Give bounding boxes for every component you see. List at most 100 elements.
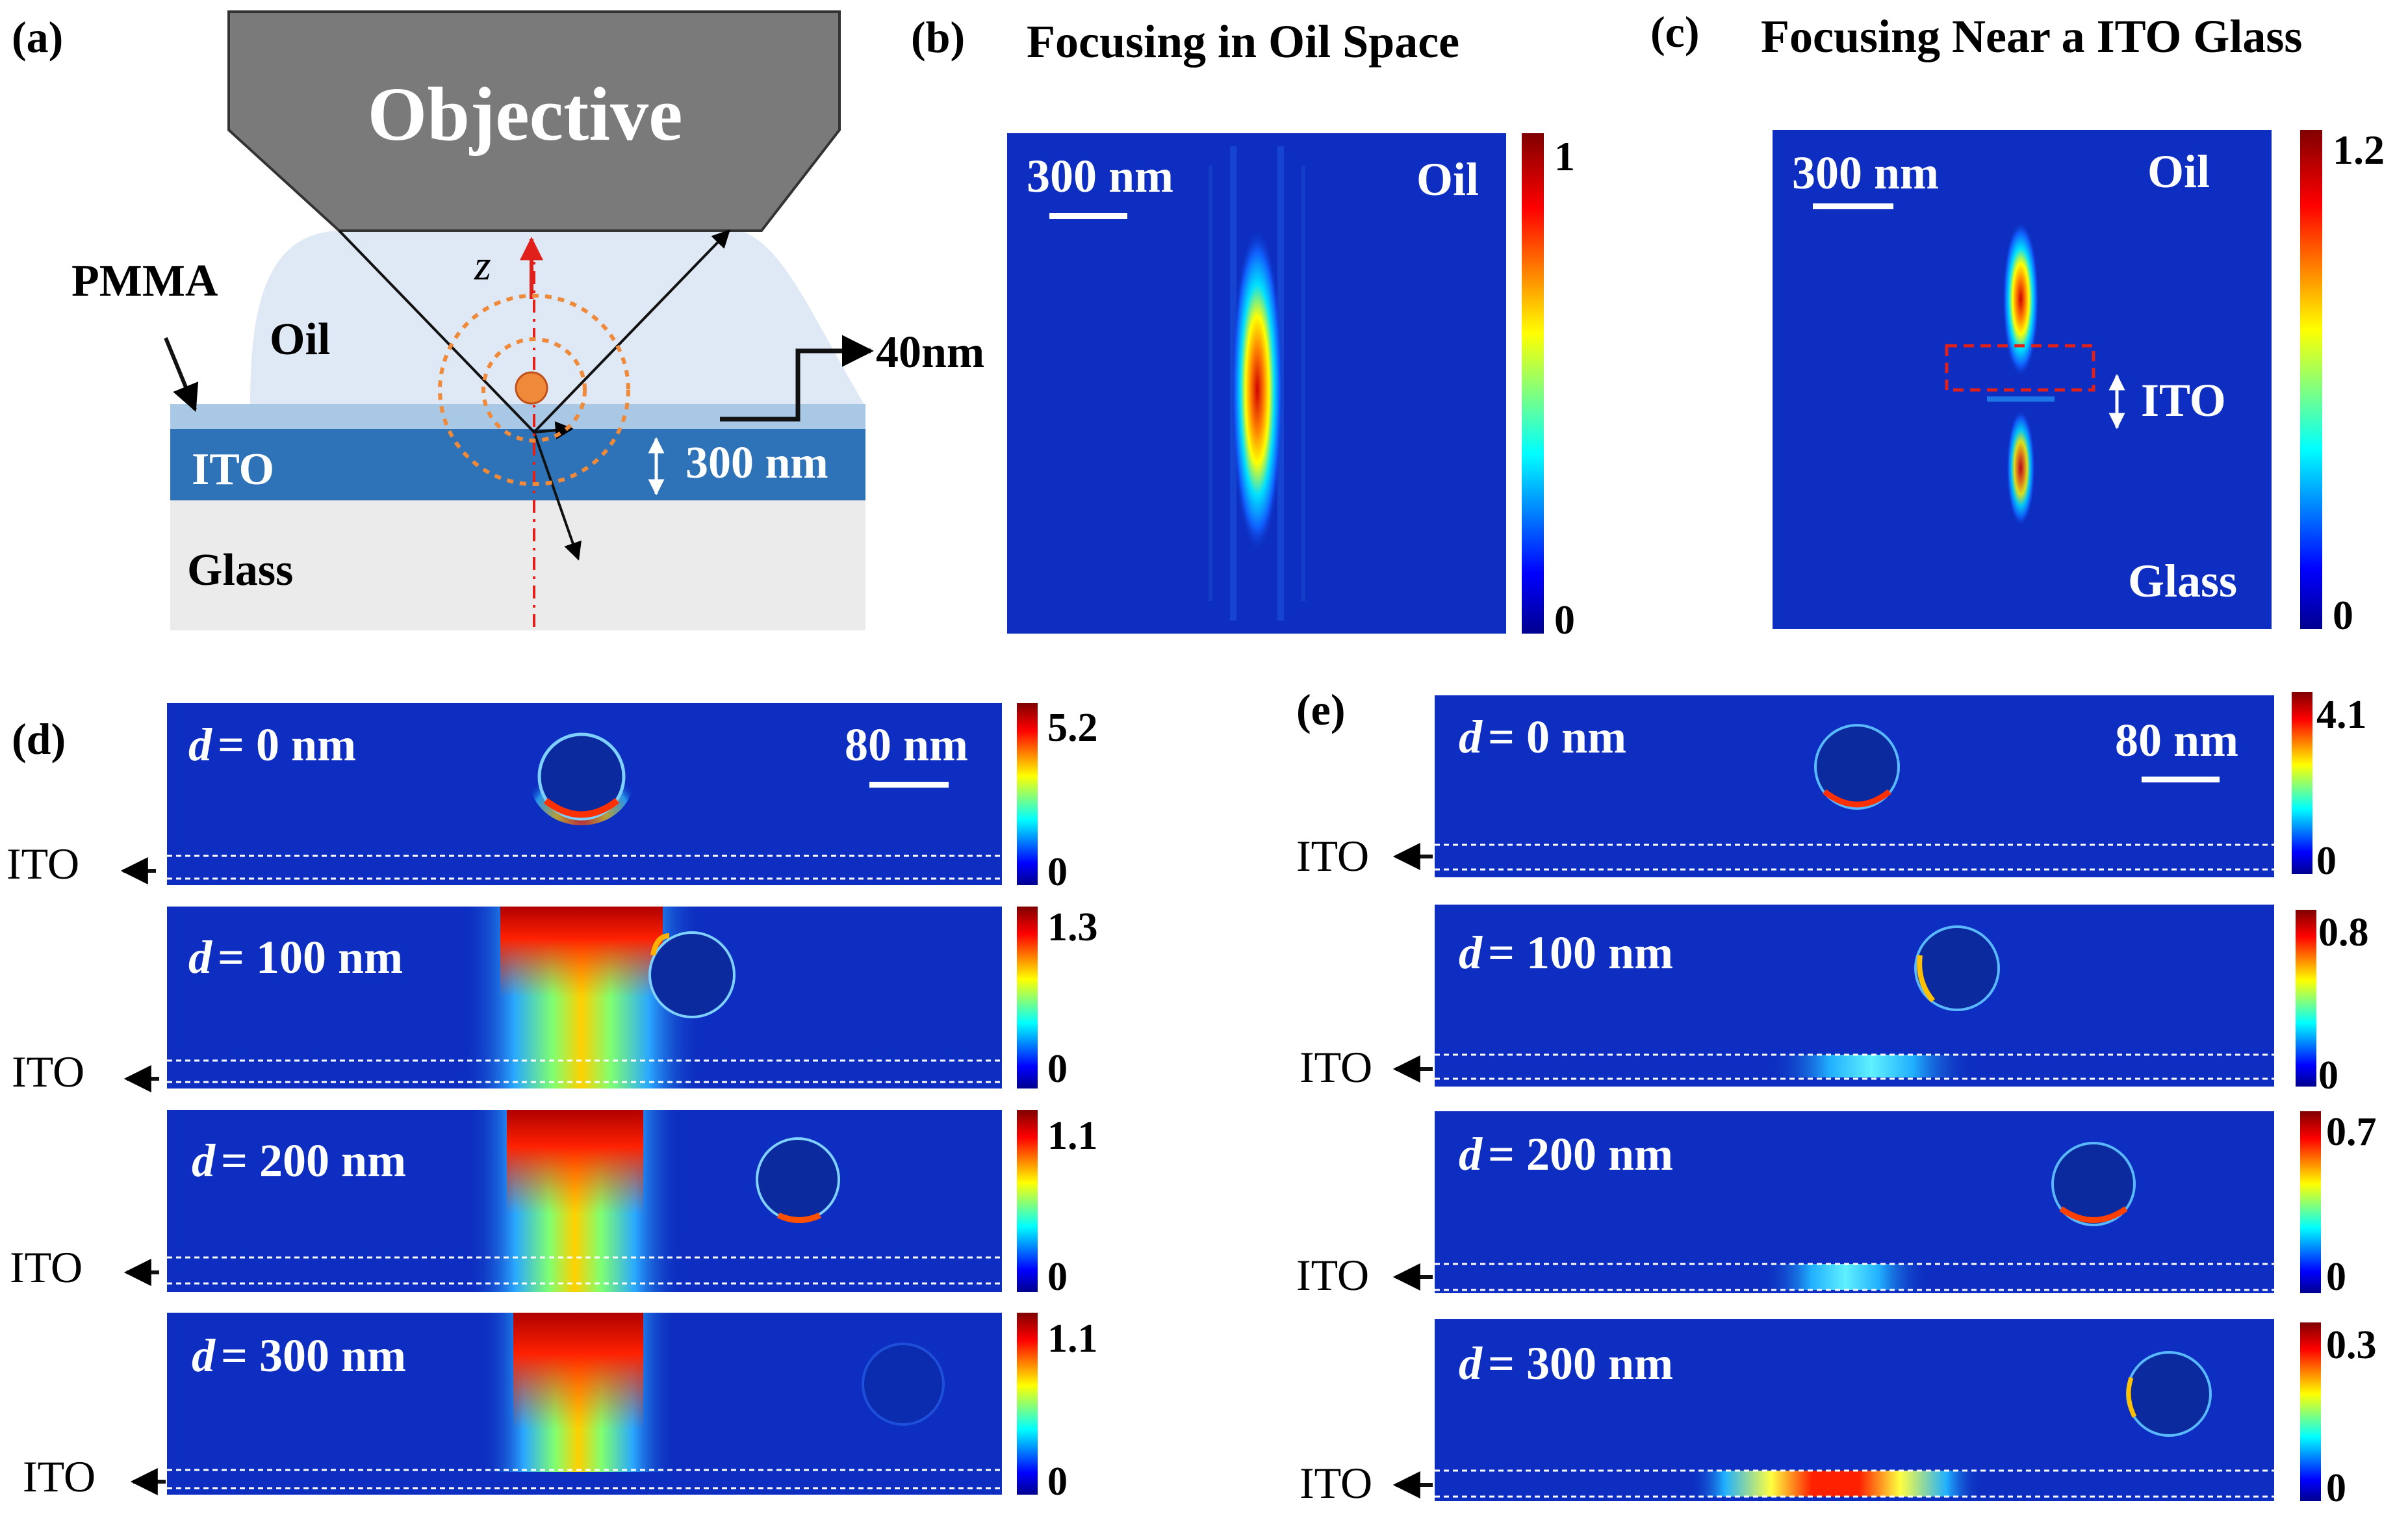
d-row-0-hot-edge bbox=[543, 798, 620, 818]
e-row-0-hot-edge bbox=[1823, 789, 1891, 808]
e-row-1-ito-field bbox=[1767, 1055, 1975, 1077]
d-row-1-colorbar bbox=[1017, 907, 1038, 1088]
d-row-1-particle bbox=[648, 931, 736, 1018]
e-row-2-map bbox=[1435, 1111, 2274, 1293]
d-row-0-colorbar bbox=[1017, 703, 1038, 885]
e-row-3-hot-edge bbox=[2126, 1376, 2137, 1418]
e-row-3-particle bbox=[2126, 1351, 2212, 1437]
e-row-3-d-value: = 300 nm bbox=[1488, 1337, 1673, 1389]
e-row-3-cb-max: 0.3 bbox=[2326, 1323, 2377, 1367]
e-row-2-hot-edge bbox=[2059, 1206, 2128, 1223]
panel-e-label: (e) bbox=[1296, 685, 1345, 734]
interface-glow bbox=[1987, 396, 2055, 402]
d-row-2: d = 200 nm 1.1 0 ITO bbox=[10, 1110, 1098, 1299]
inner-field-ring bbox=[481, 337, 587, 443]
panel-c-scale-text: 300 nm bbox=[1792, 147, 1939, 199]
d-row-0-d-symbol: d bbox=[188, 719, 212, 771]
e-row-2-d-symbol: d bbox=[1459, 1128, 1483, 1180]
oil-droplet bbox=[250, 227, 864, 404]
e-scale-text: 80 nm bbox=[2115, 714, 2238, 766]
ito-region-box bbox=[1945, 344, 2095, 392]
z-axis-label: z bbox=[474, 242, 491, 289]
d-row-2-ito-label: ITO bbox=[10, 1243, 83, 1292]
e-row-0-particle bbox=[1814, 724, 1900, 810]
panel-c-title: Focusing Near a ITO Glass bbox=[1761, 10, 2302, 62]
e-row-1: d = 100 nm 0.8 0 ITO bbox=[1300, 905, 2369, 1098]
panel-b-label: (b) bbox=[911, 12, 965, 62]
panel-c-cb-max: 1.2 bbox=[2333, 127, 2385, 173]
outer-field-ring bbox=[438, 294, 630, 486]
e-scale-bar bbox=[2142, 777, 2220, 782]
e-row-2: d = 200 nm 0.7 0 ITO bbox=[1296, 1110, 2377, 1300]
d-row-2-colorbar bbox=[1017, 1110, 1038, 1292]
pmma-arrow bbox=[164, 337, 199, 412]
d-row-2-cb-max: 1.1 bbox=[1047, 1114, 1098, 1158]
d-row-2-particle bbox=[756, 1137, 840, 1222]
panel-d: (d) d = 0 nm 80 nm 5.2 0 ITO bbox=[6, 703, 1098, 1504]
e-row-1-d-value: = 100 nm bbox=[1488, 927, 1673, 979]
oil-label: Oil bbox=[270, 315, 330, 365]
d-row-2-hot-edge bbox=[777, 1212, 821, 1223]
d-row-3-particle bbox=[862, 1343, 945, 1426]
upper-focal-lobe bbox=[2003, 221, 2039, 377]
d-row-1-cb-min: 0 bbox=[1047, 1047, 1068, 1091]
d-row-2-beam-peak bbox=[507, 1110, 643, 1214]
e-row-1-colorbar bbox=[2296, 910, 2316, 1087]
d-row-1-d-value: = 100 nm bbox=[218, 931, 403, 983]
e-row-2-ito-field bbox=[1761, 1264, 1930, 1290]
pmma-label: PMMA bbox=[71, 256, 218, 306]
panel-e: (e) d = 0 nm 80 nm 4.1 0 ITO d bbox=[1296, 685, 2377, 1510]
focal-spot bbox=[1231, 227, 1283, 552]
d-row-3: d = 300 nm 1.1 0 ITO bbox=[23, 1313, 1098, 1504]
pmma-thickness-arrow bbox=[720, 335, 874, 422]
e-row-3: d = 300 nm 0.3 0 ITO bbox=[1300, 1319, 2377, 1510]
panel-c-medium-top: Oil bbox=[2147, 146, 2210, 198]
e-row-1-particle bbox=[1914, 925, 2000, 1011]
objective-label: Objective bbox=[368, 71, 683, 157]
d-scale-bar bbox=[869, 782, 949, 788]
d-row-1-ito-label: ITO bbox=[12, 1047, 84, 1096]
lower-focal-lobe bbox=[2006, 409, 2035, 526]
e-row-0-cb-max: 4.1 bbox=[2316, 693, 2367, 737]
nanoparticle bbox=[515, 371, 548, 405]
d-row-3-d-value: = 300 nm bbox=[221, 1330, 406, 1382]
d-row-0-particle bbox=[537, 732, 626, 821]
e-row-1-cb-min: 0 bbox=[2318, 1053, 2338, 1098]
panel-b-colorbar bbox=[1522, 133, 1544, 634]
panel-b-cb-max: 1 bbox=[1554, 133, 1575, 179]
panel-b-title: Focusing in Oil Space bbox=[1027, 16, 1459, 68]
e-row-2-d-value: = 200 nm bbox=[1488, 1128, 1673, 1180]
d-row-0-ito-label: ITO bbox=[6, 839, 79, 888]
e-row-2-colorbar bbox=[2300, 1111, 2321, 1293]
d-row-0-cb-min: 0 bbox=[1047, 850, 1068, 894]
ito-field-map bbox=[1773, 130, 2272, 629]
panel-b: (b) Focusing in Oil Space 300 nm Oil 1 0 bbox=[911, 12, 1575, 643]
e-row-0-d-symbol: d bbox=[1459, 711, 1483, 763]
e-row-1-ito-label: ITO bbox=[1300, 1042, 1372, 1092]
e-row-3-ito-field bbox=[1689, 1471, 1982, 1497]
e-row-0-d-value: = 0 nm bbox=[1488, 711, 1626, 763]
d-row-3-ito-label: ITO bbox=[23, 1452, 96, 1501]
transmitted-ray bbox=[533, 432, 582, 561]
glass-label: Glass bbox=[187, 545, 293, 595]
panel-c-scale-bar bbox=[1813, 203, 1893, 209]
e-row-1-cb-max: 0.8 bbox=[2318, 910, 2369, 955]
panel-c-ito: ITO bbox=[2141, 374, 2226, 426]
reflected-ray bbox=[533, 421, 574, 440]
d-row-1-cb-max: 1.3 bbox=[1047, 905, 1098, 949]
e-row-1-d-symbol: d bbox=[1459, 927, 1483, 979]
objective-lens bbox=[227, 10, 841, 232]
panel-a: (a) Objective z PMMA Oil ITO Glass 40 bbox=[12, 10, 984, 630]
panel-b-cb-min: 0 bbox=[1554, 597, 1575, 643]
e-row-2-cb-max: 0.7 bbox=[2326, 1110, 2377, 1154]
e-row-0-cb-min: 0 bbox=[2316, 839, 2337, 883]
panel-c-cb-min: 0 bbox=[2333, 592, 2353, 638]
d-scale-text: 80 nm bbox=[845, 719, 968, 771]
panel-d-label: (d) bbox=[12, 714, 66, 764]
panel-b-scale-bar bbox=[1049, 213, 1127, 219]
light-ray-left bbox=[338, 229, 535, 433]
panel-c-label: (c) bbox=[1650, 7, 1699, 57]
panel-c: (c) Focusing Near a ITO Glass ITO 300 nm… bbox=[1650, 7, 2385, 638]
e-row-0: d = 0 nm 80 nm 4.1 0 ITO bbox=[1296, 692, 2367, 883]
